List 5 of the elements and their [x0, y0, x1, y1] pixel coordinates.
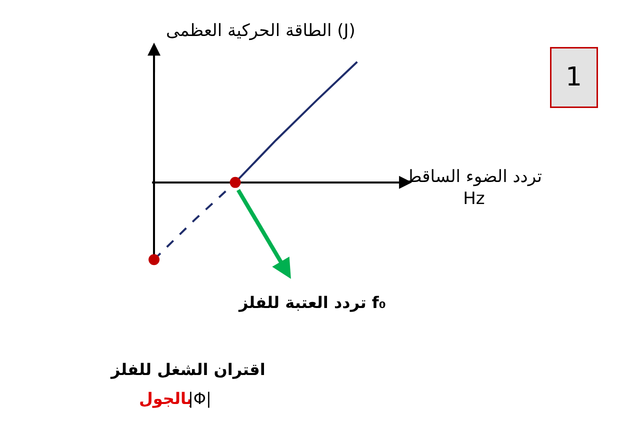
- text: اقتران الشغل للفلز: [110, 360, 266, 379]
- y-axis-title: الطاقة الحركية العظمى (J): [166, 21, 356, 41]
- text: 1: [566, 62, 582, 92]
- text: بالجول: [139, 389, 192, 408]
- text: تردد العتبة للفلز f₀: [238, 293, 386, 312]
